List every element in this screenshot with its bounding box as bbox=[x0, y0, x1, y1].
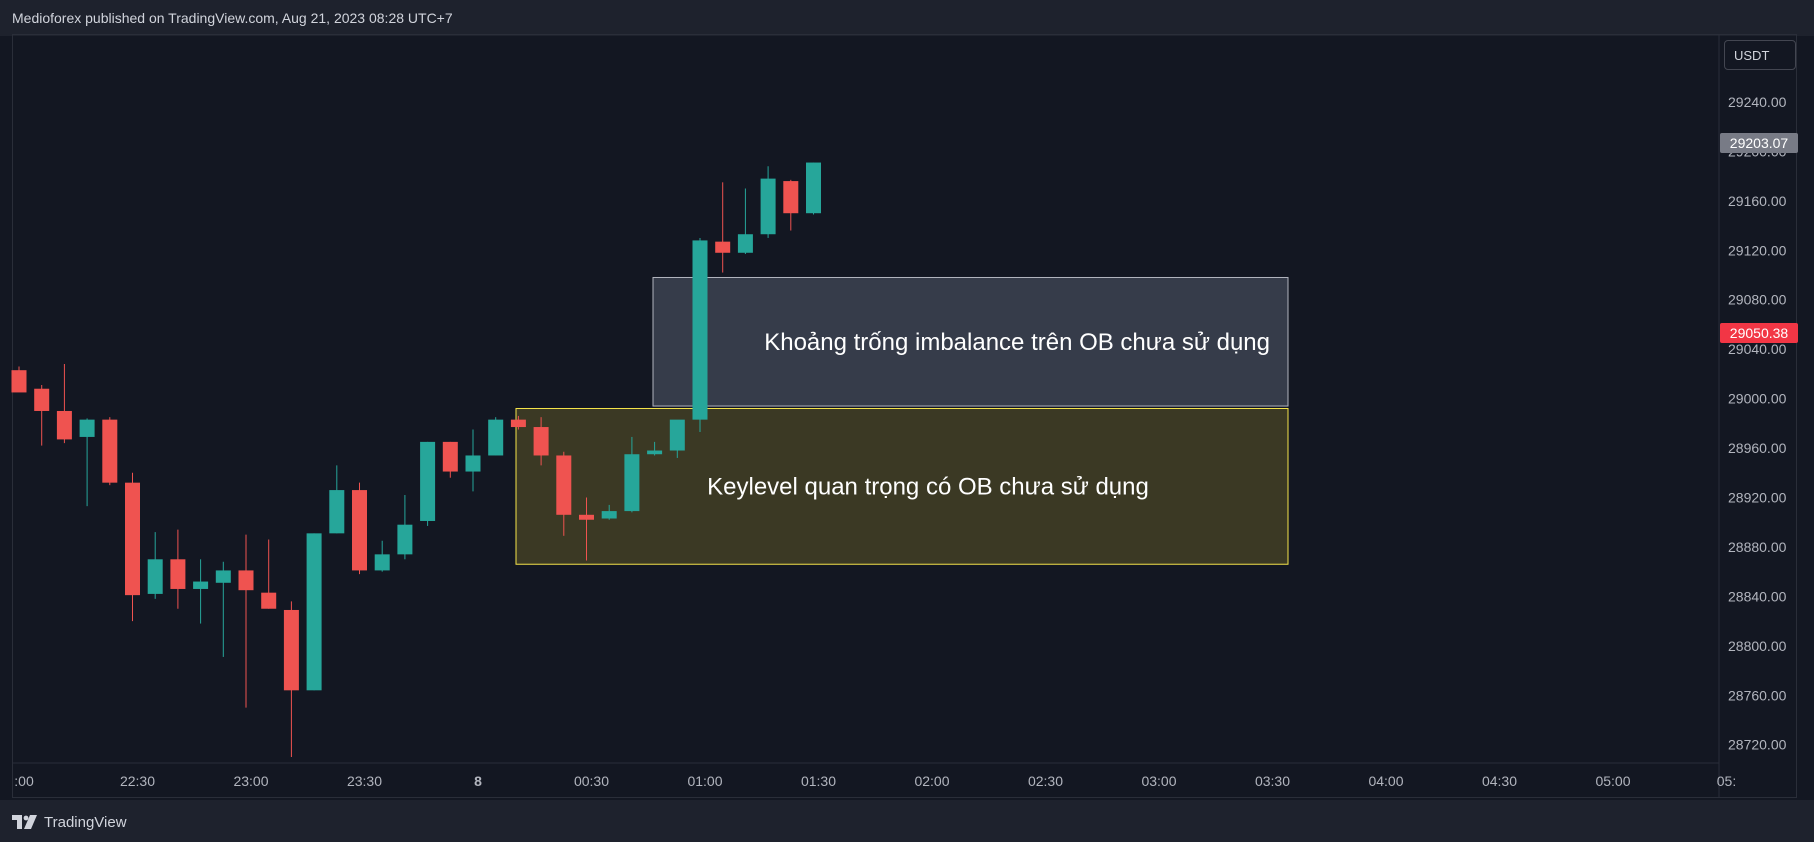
time-tick-label: 22:30 bbox=[120, 773, 155, 789]
price-tick-label: 28800.00 bbox=[1728, 638, 1787, 654]
time-tick-label: 04:30 bbox=[1482, 773, 1517, 789]
price-tick-label: 29120.00 bbox=[1728, 242, 1787, 258]
candle-body[interactable] bbox=[329, 490, 345, 534]
candle-body[interactable] bbox=[193, 581, 209, 589]
candle-body[interactable] bbox=[488, 419, 504, 456]
time-tick-label: 02:00 bbox=[914, 773, 949, 789]
time-tick-label: 05:00 bbox=[1595, 773, 1630, 789]
candle-body[interactable] bbox=[11, 370, 27, 393]
candle-body[interactable] bbox=[442, 441, 458, 472]
price-tick-label: 29160.00 bbox=[1728, 193, 1787, 209]
candle-body[interactable] bbox=[692, 240, 708, 420]
candles bbox=[11, 162, 821, 758]
price-tick-label: 28960.00 bbox=[1728, 440, 1787, 456]
price-tick-label: 29000.00 bbox=[1728, 391, 1787, 407]
currency-label: USDT bbox=[1734, 47, 1770, 63]
time-tick-label: 01:00 bbox=[687, 773, 722, 789]
price-tick-label: 29080.00 bbox=[1728, 292, 1787, 308]
tradingview-brand: TradingView bbox=[44, 813, 127, 831]
candle-body[interactable] bbox=[624, 454, 640, 512]
candle-body[interactable] bbox=[669, 419, 685, 451]
time-tick-label: 02:30 bbox=[1028, 773, 1063, 789]
candle-body[interactable] bbox=[125, 482, 140, 596]
candle-body[interactable] bbox=[79, 419, 95, 437]
annotation-zone[interactable] bbox=[515, 408, 1289, 565]
candle-body[interactable] bbox=[306, 533, 322, 691]
candle-body[interactable] bbox=[283, 609, 299, 691]
candle-body[interactable] bbox=[806, 162, 821, 214]
publisher-header: Medioforex published on TradingView.com,… bbox=[0, 0, 1814, 36]
time-tick-label: 05: bbox=[1717, 773, 1736, 789]
time-tick-label: 04:00 bbox=[1368, 773, 1403, 789]
time-tick-label: 23:00 bbox=[233, 773, 268, 789]
annotation-zones bbox=[515, 276, 1289, 565]
candle-body[interactable] bbox=[715, 241, 731, 253]
last-price-value: 29203.07 bbox=[1729, 135, 1789, 151]
price-tick-label: 29040.00 bbox=[1728, 341, 1787, 357]
candle-body[interactable] bbox=[261, 592, 277, 609]
time-tick-label: 23:30 bbox=[347, 773, 382, 789]
candle-body[interactable] bbox=[579, 514, 594, 520]
candle-body[interactable] bbox=[760, 178, 776, 235]
publisher-info: Medioforex published on TradingView.com,… bbox=[12, 10, 453, 26]
candle-body[interactable] bbox=[510, 419, 526, 428]
annotation-label: Khoảng trống imbalance trên OB chưa sử d… bbox=[764, 329, 1270, 356]
marked-price-tag: 29050.38 bbox=[1720, 323, 1798, 343]
candle-body[interactable] bbox=[238, 570, 254, 591]
candle-body[interactable] bbox=[647, 450, 663, 455]
time-tick-label: 01:30 bbox=[801, 773, 836, 789]
tradingview-logo-icon bbox=[12, 815, 37, 829]
price-tick-label: 28720.00 bbox=[1728, 737, 1787, 753]
candle-body[interactable] bbox=[556, 455, 572, 515]
candle-body[interactable] bbox=[352, 490, 367, 571]
price-tick-label: 28840.00 bbox=[1728, 588, 1787, 604]
candle-body[interactable] bbox=[147, 559, 163, 594]
time-tick-label: 8 bbox=[474, 773, 482, 789]
candle-body[interactable] bbox=[34, 388, 50, 411]
candle-body[interactable] bbox=[56, 410, 72, 440]
price-axis: 29240.0029200.0029160.0029120.0029080.00… bbox=[1718, 34, 1787, 797]
price-tick-label: 29240.00 bbox=[1728, 94, 1787, 110]
candle-body[interactable] bbox=[102, 419, 118, 483]
time-tick-label: 03:00 bbox=[1141, 773, 1176, 789]
marked-price-value: 29050.38 bbox=[1729, 325, 1789, 341]
candle-body[interactable] bbox=[420, 441, 436, 521]
candle-body[interactable] bbox=[397, 524, 413, 555]
candle-body[interactable] bbox=[374, 554, 390, 571]
candle-body[interactable] bbox=[601, 511, 617, 519]
time-axis: :00 22:30 23:00 23:30 8 00:30 01:00 01:30 02:00 0… bbox=[12, 762, 1736, 789]
candle-body[interactable] bbox=[533, 427, 549, 456]
annotation-zone[interactable] bbox=[652, 276, 1289, 407]
candle-body[interactable] bbox=[465, 455, 481, 472]
time-tick-label: :00 bbox=[14, 773, 34, 789]
last-price-tag: 29203.07 bbox=[1720, 133, 1798, 153]
tradingview-logo[interactable]: TradingView bbox=[12, 812, 127, 832]
time-tick-label: 00:30 bbox=[574, 773, 609, 789]
candle-body[interactable] bbox=[215, 570, 231, 583]
currency-selector[interactable]: USDT bbox=[1724, 40, 1796, 70]
footer-bar bbox=[0, 800, 1814, 842]
chart-frame[interactable] bbox=[12, 34, 1797, 798]
candlestick-chart[interactable]: Khoảng trống imbalance trên OB chưa sử d… bbox=[0, 0, 1814, 800]
price-tick-label: 28880.00 bbox=[1728, 539, 1787, 555]
annotation-labels: Khoảng trống imbalance trên OB chưa sử d… bbox=[707, 329, 1270, 501]
candle-body[interactable] bbox=[737, 234, 753, 253]
price-tick-label: 28760.00 bbox=[1728, 687, 1787, 703]
annotation-label: Keylevel quan trọng có OB chưa sử dụng bbox=[707, 473, 1149, 500]
time-tick-label: 03:30 bbox=[1255, 773, 1290, 789]
candle-body[interactable] bbox=[783, 181, 799, 214]
price-tick-label: 28920.00 bbox=[1728, 489, 1787, 505]
candle-body[interactable] bbox=[170, 559, 186, 589]
